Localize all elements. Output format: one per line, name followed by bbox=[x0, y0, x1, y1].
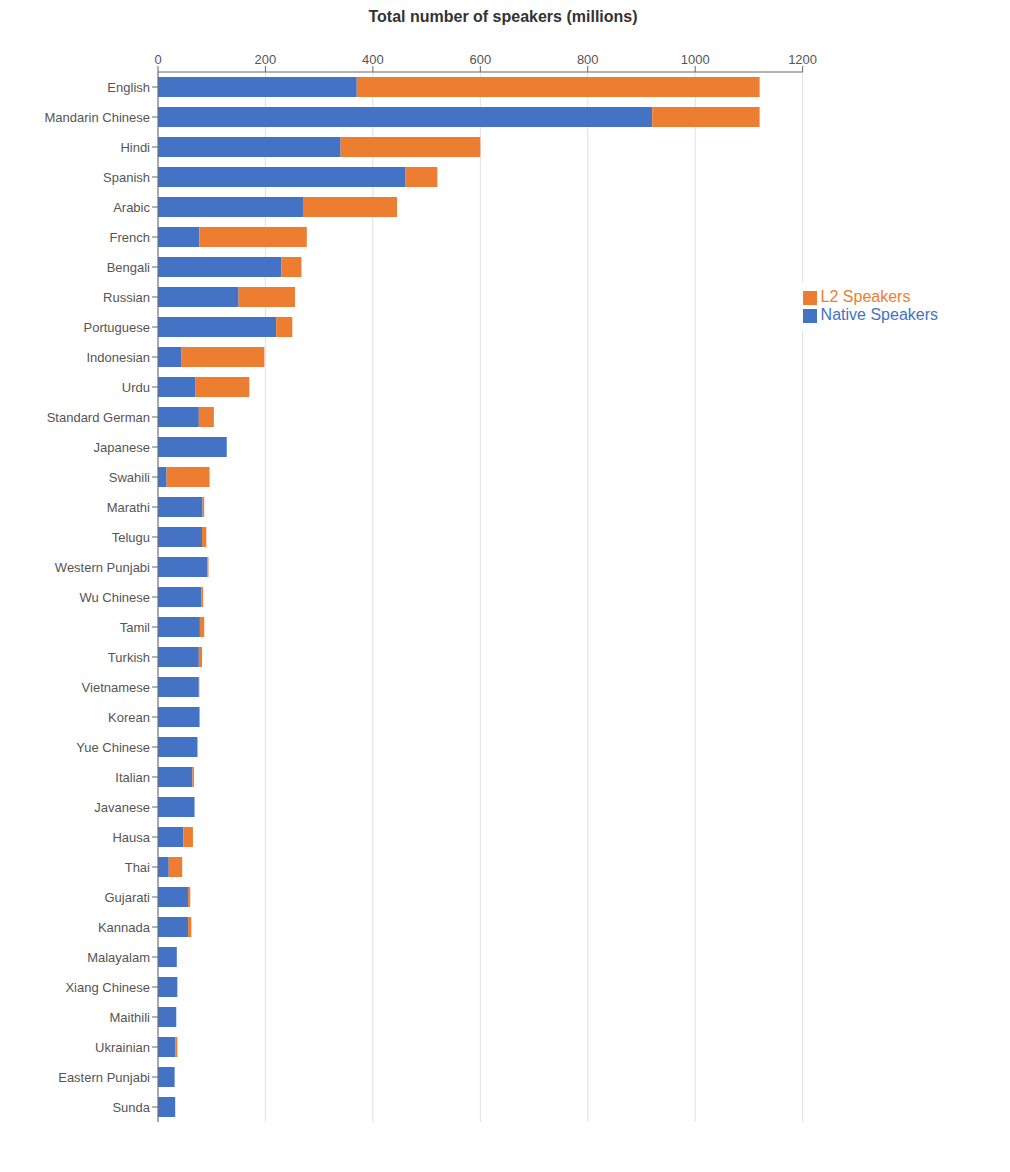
svg-text:Maithili: Maithili bbox=[110, 1010, 151, 1025]
svg-text:Italian: Italian bbox=[115, 770, 150, 785]
svg-text:Kannada: Kannada bbox=[98, 920, 151, 935]
html-text:L2 Speakers: L2 Speakers bbox=[820, 288, 911, 305]
svg-text:Urdu: Urdu bbox=[122, 380, 150, 395]
svg-text:Standard German: Standard German bbox=[47, 410, 150, 425]
svg-text:400: 400 bbox=[362, 52, 384, 67]
svg-text:Arabic: Arabic bbox=[113, 200, 150, 215]
svg-text:1200: 1200 bbox=[788, 52, 817, 67]
svg-text:600: 600 bbox=[469, 52, 491, 67]
svg-text:Mandarin Chinese: Mandarin Chinese bbox=[44, 110, 150, 125]
svg-text:Vietnamese: Vietnamese bbox=[82, 680, 150, 695]
svg-text:Hindi: Hindi bbox=[120, 140, 150, 155]
svg-text:Hausa: Hausa bbox=[112, 830, 150, 845]
svg-text:Indonesian: Indonesian bbox=[86, 350, 150, 365]
svg-text:Western Punjabi: Western Punjabi bbox=[55, 560, 150, 575]
svg-text:Swahili: Swahili bbox=[109, 470, 150, 485]
svg-text:Eastern Punjabi: Eastern Punjabi bbox=[58, 1070, 150, 1085]
svg-text:Russian: Russian bbox=[103, 290, 150, 305]
svg-text:Korean: Korean bbox=[108, 710, 150, 725]
svg-text:Wu Chinese: Wu Chinese bbox=[79, 590, 150, 605]
svg-text:French: French bbox=[110, 230, 150, 245]
svg-text:Japanese: Japanese bbox=[94, 440, 150, 455]
svg-text:English: English bbox=[107, 80, 150, 95]
svg-text:Portuguese: Portuguese bbox=[84, 320, 151, 335]
svg-text:Telugu: Telugu bbox=[112, 530, 150, 545]
svg-text:Thai: Thai bbox=[125, 860, 150, 875]
svg-text:200: 200 bbox=[255, 52, 277, 67]
svg-text:0: 0 bbox=[154, 52, 161, 67]
svg-text:Javanese: Javanese bbox=[94, 800, 150, 815]
svg-text:1000: 1000 bbox=[681, 52, 710, 67]
svg-text:Xiang Chinese: Xiang Chinese bbox=[65, 980, 150, 995]
html-text:Total number of speakers (mill: Total number of speakers (millions) bbox=[368, 8, 638, 25]
svg-text:Turkish: Turkish bbox=[108, 650, 150, 665]
svg-text:Ukrainian: Ukrainian bbox=[95, 1040, 150, 1055]
svg-text:Bengali: Bengali bbox=[107, 260, 150, 275]
svg-text:Spanish: Spanish bbox=[103, 170, 150, 185]
svg-text:Yue Chinese: Yue Chinese bbox=[76, 740, 150, 755]
svg-text:Sunda: Sunda bbox=[112, 1100, 150, 1115]
svg-text:Tamil: Tamil bbox=[120, 620, 150, 635]
svg-text:Malayalam: Malayalam bbox=[87, 950, 150, 965]
html-text:Native Speakers: Native Speakers bbox=[820, 306, 938, 323]
svg-text:Gujarati: Gujarati bbox=[104, 890, 150, 905]
svg-text:800: 800 bbox=[577, 52, 599, 67]
svg-text:Marathi: Marathi bbox=[107, 500, 150, 515]
